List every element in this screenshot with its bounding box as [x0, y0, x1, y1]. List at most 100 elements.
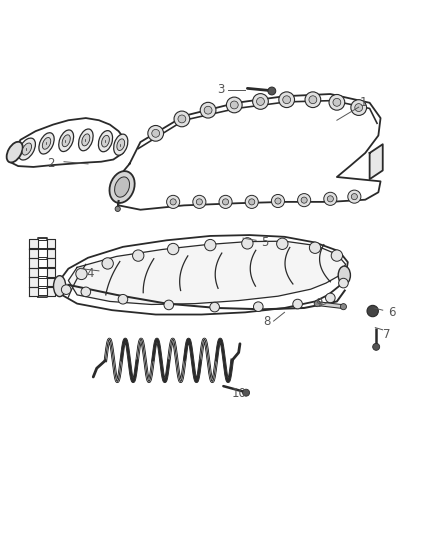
Circle shape [279, 92, 294, 108]
Circle shape [351, 100, 367, 116]
Circle shape [268, 87, 276, 95]
Text: 10: 10 [231, 386, 246, 400]
Circle shape [230, 101, 238, 109]
Ellipse shape [7, 142, 23, 163]
Polygon shape [29, 287, 38, 296]
Circle shape [373, 343, 380, 350]
Polygon shape [29, 268, 38, 277]
Text: 1: 1 [359, 96, 367, 109]
Circle shape [118, 294, 128, 304]
Polygon shape [47, 259, 55, 267]
Polygon shape [47, 287, 55, 296]
Text: 9: 9 [316, 297, 323, 310]
Circle shape [331, 250, 343, 261]
Circle shape [204, 106, 212, 114]
Polygon shape [29, 258, 38, 268]
Ellipse shape [78, 129, 93, 151]
Circle shape [329, 94, 345, 110]
Polygon shape [47, 249, 55, 257]
Circle shape [219, 195, 232, 208]
Circle shape [245, 195, 258, 208]
Ellipse shape [53, 276, 66, 297]
Ellipse shape [102, 135, 110, 147]
Text: 3: 3 [218, 83, 225, 96]
Circle shape [340, 304, 346, 310]
Circle shape [170, 199, 176, 205]
Circle shape [367, 305, 378, 317]
Circle shape [193, 195, 206, 208]
Circle shape [200, 102, 216, 118]
Ellipse shape [39, 133, 54, 154]
Text: 5: 5 [261, 236, 268, 249]
Polygon shape [37, 287, 48, 295]
Circle shape [174, 111, 190, 127]
Circle shape [226, 97, 242, 113]
Circle shape [210, 302, 219, 312]
Polygon shape [29, 277, 38, 287]
Circle shape [314, 301, 320, 306]
Polygon shape [47, 268, 55, 277]
Polygon shape [29, 248, 38, 258]
Ellipse shape [62, 135, 70, 147]
Circle shape [309, 242, 321, 253]
Polygon shape [37, 249, 48, 257]
Circle shape [339, 278, 348, 288]
Ellipse shape [338, 266, 350, 285]
Ellipse shape [42, 138, 51, 149]
Polygon shape [38, 238, 47, 297]
Text: 7: 7 [383, 328, 391, 341]
Ellipse shape [110, 171, 134, 203]
Text: 2: 2 [47, 157, 55, 171]
Circle shape [61, 285, 71, 294]
Ellipse shape [99, 131, 113, 152]
Circle shape [133, 250, 144, 261]
Polygon shape [10, 118, 125, 167]
Text: 6: 6 [388, 306, 395, 319]
Polygon shape [37, 278, 48, 286]
Ellipse shape [114, 134, 128, 155]
Circle shape [196, 199, 202, 205]
Circle shape [102, 258, 113, 269]
Circle shape [351, 193, 357, 200]
Text: 8: 8 [263, 314, 271, 328]
Ellipse shape [115, 177, 130, 197]
Ellipse shape [18, 138, 35, 160]
Circle shape [178, 115, 186, 123]
Circle shape [333, 99, 341, 106]
Circle shape [324, 192, 337, 205]
Circle shape [348, 190, 361, 203]
Circle shape [166, 195, 180, 208]
Circle shape [297, 193, 311, 207]
Polygon shape [68, 241, 346, 304]
Circle shape [243, 389, 250, 396]
Text: 4: 4 [86, 266, 94, 279]
Polygon shape [47, 239, 55, 248]
Ellipse shape [22, 143, 32, 155]
Circle shape [148, 125, 163, 141]
Polygon shape [47, 278, 55, 286]
Circle shape [301, 197, 307, 203]
Ellipse shape [117, 139, 125, 150]
Circle shape [205, 239, 216, 251]
Polygon shape [37, 259, 48, 266]
Polygon shape [55, 235, 348, 314]
Ellipse shape [82, 134, 90, 146]
Circle shape [249, 199, 255, 205]
Circle shape [242, 238, 253, 249]
Circle shape [223, 199, 229, 205]
Circle shape [293, 299, 302, 309]
Circle shape [325, 293, 335, 303]
Circle shape [164, 300, 173, 310]
Circle shape [253, 94, 268, 109]
Circle shape [277, 238, 288, 249]
Ellipse shape [59, 130, 74, 151]
Circle shape [152, 130, 159, 138]
Polygon shape [37, 240, 48, 248]
Circle shape [283, 96, 290, 103]
Circle shape [305, 92, 321, 108]
Circle shape [76, 268, 87, 280]
Polygon shape [37, 269, 48, 276]
Circle shape [309, 96, 317, 103]
Circle shape [115, 206, 120, 212]
Circle shape [254, 302, 263, 311]
